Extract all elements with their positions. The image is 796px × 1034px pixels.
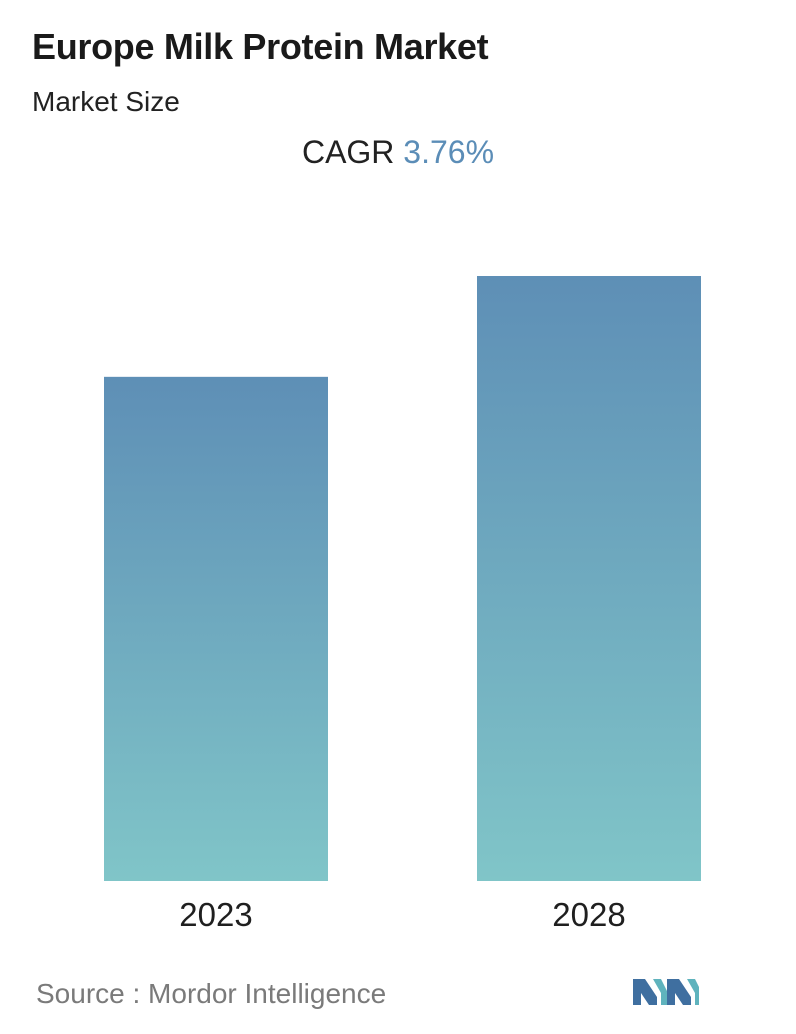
x-tick-label-2023: 2023 — [179, 896, 252, 933]
x-tick-label-2028: 2028 — [552, 896, 625, 933]
mordor-intelligence-logo-icon — [633, 979, 699, 1005]
chart-subtitle: Market Size — [32, 86, 180, 117]
source-note: Source : Mordor Intelligence — [36, 978, 387, 1009]
bar-group — [104, 276, 701, 881]
bar-2028 — [477, 276, 701, 881]
bar-2023 — [104, 376, 328, 881]
cagr-label: CAGR — [301, 134, 395, 170]
chart-title: Europe Milk Protein Market — [32, 26, 489, 67]
cagr-value: 3.76% — [403, 134, 495, 170]
x-axis-tick-labels: 2023 2028 — [179, 896, 625, 933]
cagr-annotation: CAGR 3.76% — [0, 134, 796, 171]
